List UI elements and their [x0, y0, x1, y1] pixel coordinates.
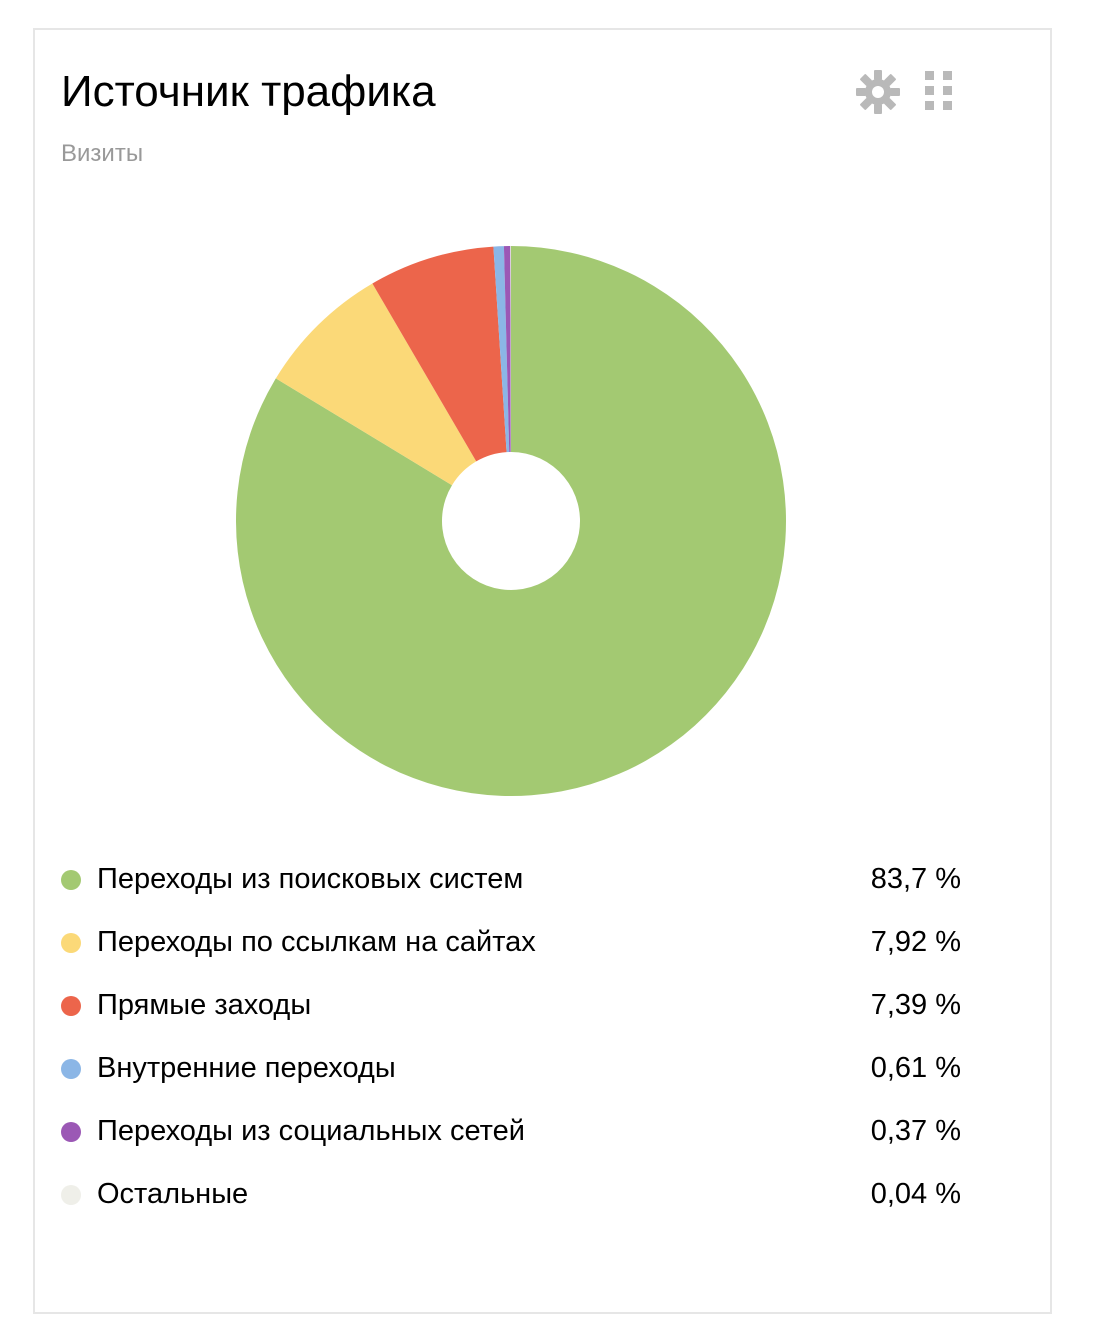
legend-swatch-0 — [61, 869, 81, 890]
widget-title: Источник трафика — [61, 67, 436, 116]
widget-subtitle: Визиты — [61, 140, 144, 167]
legend-label-4: Переходы из социальных сетей — [97, 1115, 525, 1147]
legend-swatch-4 — [61, 1121, 81, 1142]
legend-item-2[interactable]: Прямые заходы 7,39 % — [61, 974, 961, 1037]
legend-swatch-5 — [61, 1184, 81, 1205]
legend-value-3: 0,61 % — [870, 1052, 961, 1084]
pie-slice-2[interactable] — [372, 246, 507, 462]
pie-slice-4[interactable] — [503, 246, 511, 453]
legend-item-0[interactable]: Переходы из поисковых систем 83,7 % — [61, 848, 961, 911]
legend-item-3[interactable]: Внутренние переходы 0,61 % — [61, 1037, 961, 1100]
legend-swatch-1 — [61, 932, 81, 953]
legend-label-3: Внутренние переходы — [97, 1052, 396, 1084]
legend-label-0: Переходы из поисковых систем — [97, 863, 524, 895]
legend-label-5: Остальные — [97, 1178, 249, 1210]
chart-legend: Переходы из поисковых систем 83,7 % Перехо… — [61, 848, 961, 1226]
legend-value-1: 7,92 % — [870, 926, 961, 958]
legend-label-1: Переходы по ссылкам на сайтах — [97, 926, 536, 958]
legend-item-4[interactable]: Переходы из социальных сетей 0,37 % — [61, 1100, 961, 1163]
gear-icon[interactable] — [853, 67, 903, 117]
pie-slice-1[interactable] — [275, 283, 477, 486]
pie-slice-3[interactable] — [493, 246, 510, 453]
legend-value-2: 7,39 % — [870, 989, 961, 1021]
pie-slice-5[interactable] — [510, 246, 511, 453]
legend-item-5[interactable]: Остальные 0,04 % — [61, 1163, 961, 1226]
legend-value-4: 0,37 % — [870, 1115, 961, 1147]
donut-chart — [236, 246, 787, 796]
legend-value-0: 83,7 % — [870, 863, 961, 895]
legend-value-5: 0,04 % — [870, 1178, 961, 1210]
pie-slice-0[interactable] — [236, 246, 787, 796]
legend-label-2: Прямые заходы — [97, 989, 312, 1021]
grip-icon[interactable] — [918, 67, 968, 117]
legend-swatch-2 — [61, 995, 81, 1016]
legend-item-1[interactable]: Переходы по ссылкам на сайтах 7,92 % — [61, 911, 961, 974]
legend-swatch-3 — [61, 1058, 81, 1079]
